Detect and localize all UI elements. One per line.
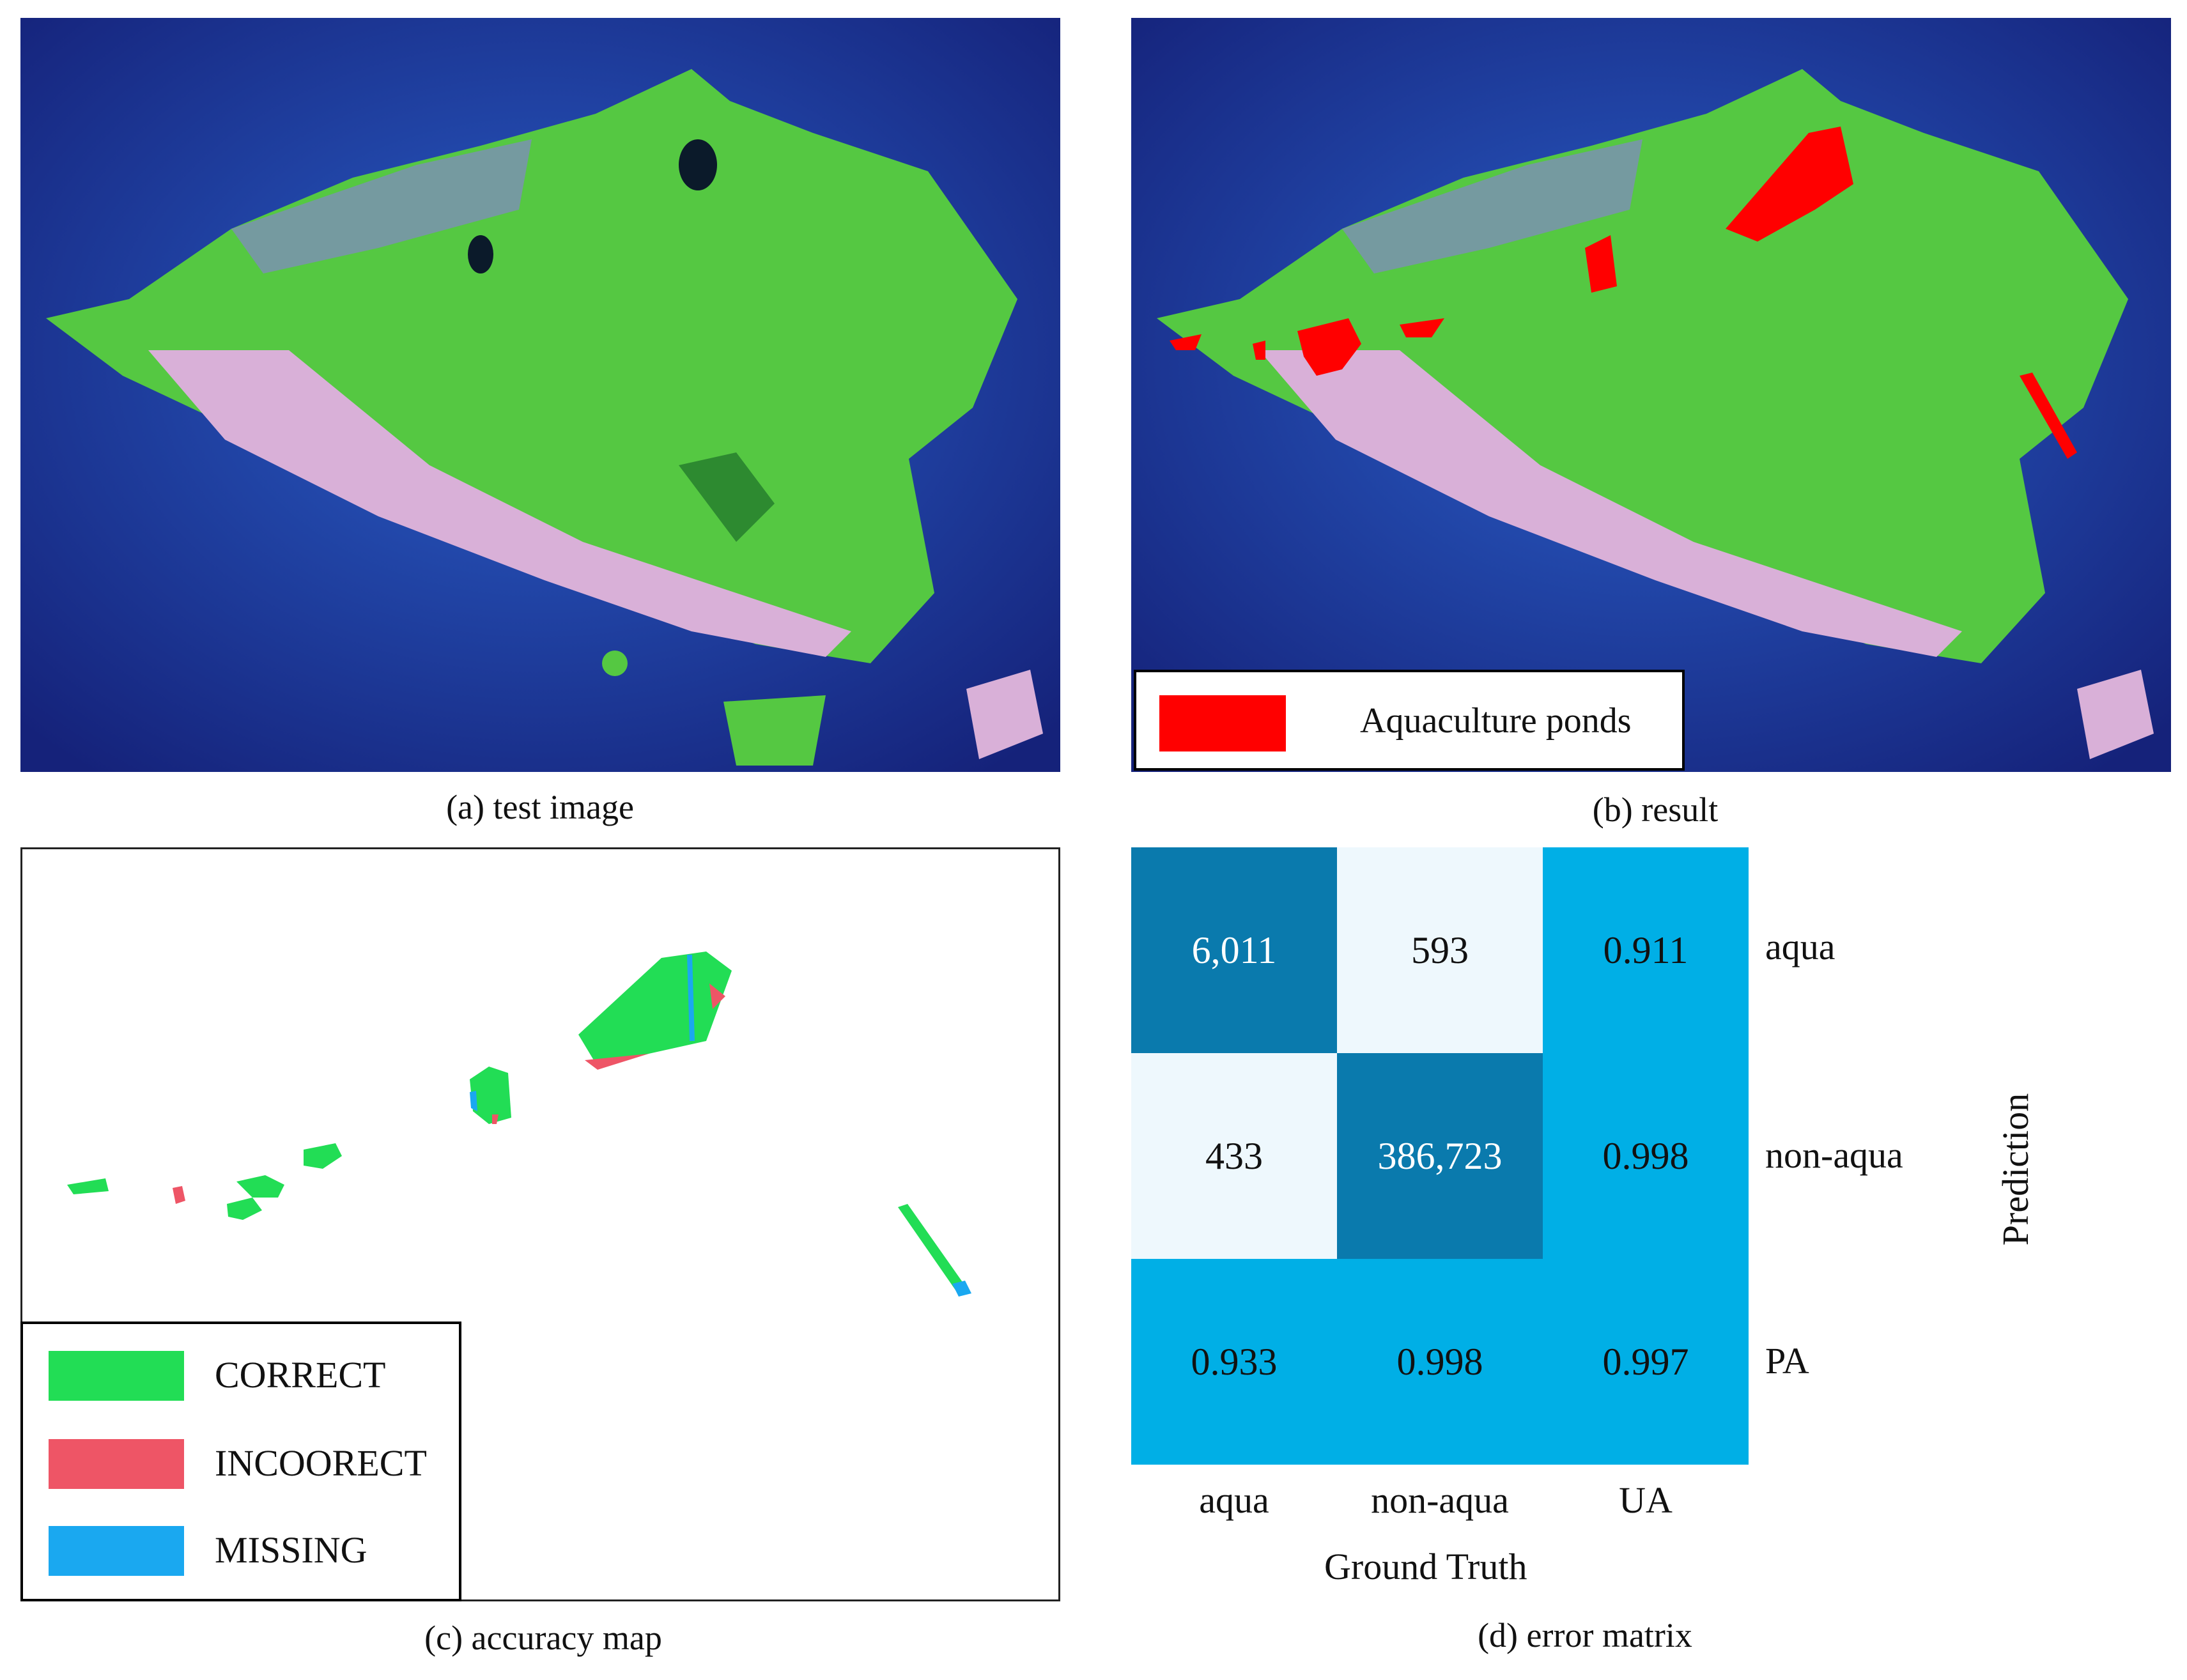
pond-2	[1585, 235, 1617, 293]
caption-a: (a) test image	[446, 788, 634, 826]
legend-label-ponds: Aquaculture ponds	[1360, 701, 1632, 741]
matrix-cell-0-2: 0.911	[1543, 847, 1749, 1053]
acc-pond-small-1	[304, 1143, 342, 1169]
acc-pond-small-3	[227, 1198, 262, 1220]
acc-pond-large	[578, 952, 732, 1067]
acc-pond-medium	[470, 1067, 511, 1124]
legend-row-missing: MISSING	[23, 1521, 459, 1578]
acc-pond-small-2	[236, 1175, 284, 1198]
row-label-non-aqua: non-aqua	[1765, 1134, 1903, 1176]
pond-4	[1297, 318, 1361, 376]
col-label-aqua: aqua	[1199, 1479, 1269, 1521]
matrix-cell-0-0: 6,011	[1131, 847, 1337, 1053]
acc-pond-long	[898, 1204, 968, 1295]
matrix-cell-1-0: 433	[1131, 1053, 1337, 1259]
col-label-non-aqua: non-aqua	[1371, 1479, 1509, 1521]
legend-label-missing: MISSING	[215, 1529, 367, 1571]
legend-swatch-correct	[49, 1351, 184, 1401]
row-label-pa: PA	[1765, 1340, 1809, 1382]
matrix-cell-2-2: 0.997	[1543, 1259, 1749, 1465]
legend-row-correct: CORRECT	[23, 1346, 459, 1403]
legend-swatch-ponds	[1159, 695, 1286, 751]
y-axis-label: Prediction	[1995, 1093, 2036, 1246]
matrix-cell-1-1: 386,723	[1337, 1053, 1543, 1259]
caption-c: (c) accuracy map	[424, 1619, 662, 1657]
pond-5	[1170, 334, 1202, 350]
acc-pond-small-4	[67, 1178, 109, 1194]
matrix-cell-0-1: 593	[1337, 847, 1543, 1053]
acc-pond-red	[173, 1186, 185, 1204]
caption-b: (b) result	[1592, 790, 1719, 829]
result-image	[1131, 18, 2171, 772]
matrix-cell-1-2: 0.998	[1543, 1053, 1749, 1259]
matrix-cell-2-1: 0.998	[1337, 1259, 1543, 1465]
legend-row-incorrect: INCOORECT	[23, 1434, 459, 1491]
legend-result: Aquaculture ponds	[1134, 670, 1685, 771]
legend-label-correct: CORRECT	[215, 1354, 386, 1396]
pond-7	[2020, 373, 2077, 459]
legend-accuracy: CORRECT INCOORECT MISSING	[20, 1322, 461, 1601]
pond-1	[1726, 127, 1853, 242]
pond-3	[1400, 318, 1444, 337]
legend-swatch-missing	[49, 1526, 184, 1576]
row-label-aqua: aqua	[1765, 926, 1835, 967]
caption-d: (d) error matrix	[1478, 1616, 1692, 1654]
pond-6	[1253, 341, 1265, 360]
matrix-cell-2-0: 0.933	[1131, 1259, 1337, 1465]
test-image	[20, 18, 1060, 772]
col-label-ua: UA	[1619, 1479, 1673, 1521]
legend-label-incorrect: INCOORECT	[215, 1442, 427, 1484]
legend-swatch-incorrect	[49, 1439, 184, 1489]
x-axis-label: Ground Truth	[1324, 1546, 1527, 1587]
